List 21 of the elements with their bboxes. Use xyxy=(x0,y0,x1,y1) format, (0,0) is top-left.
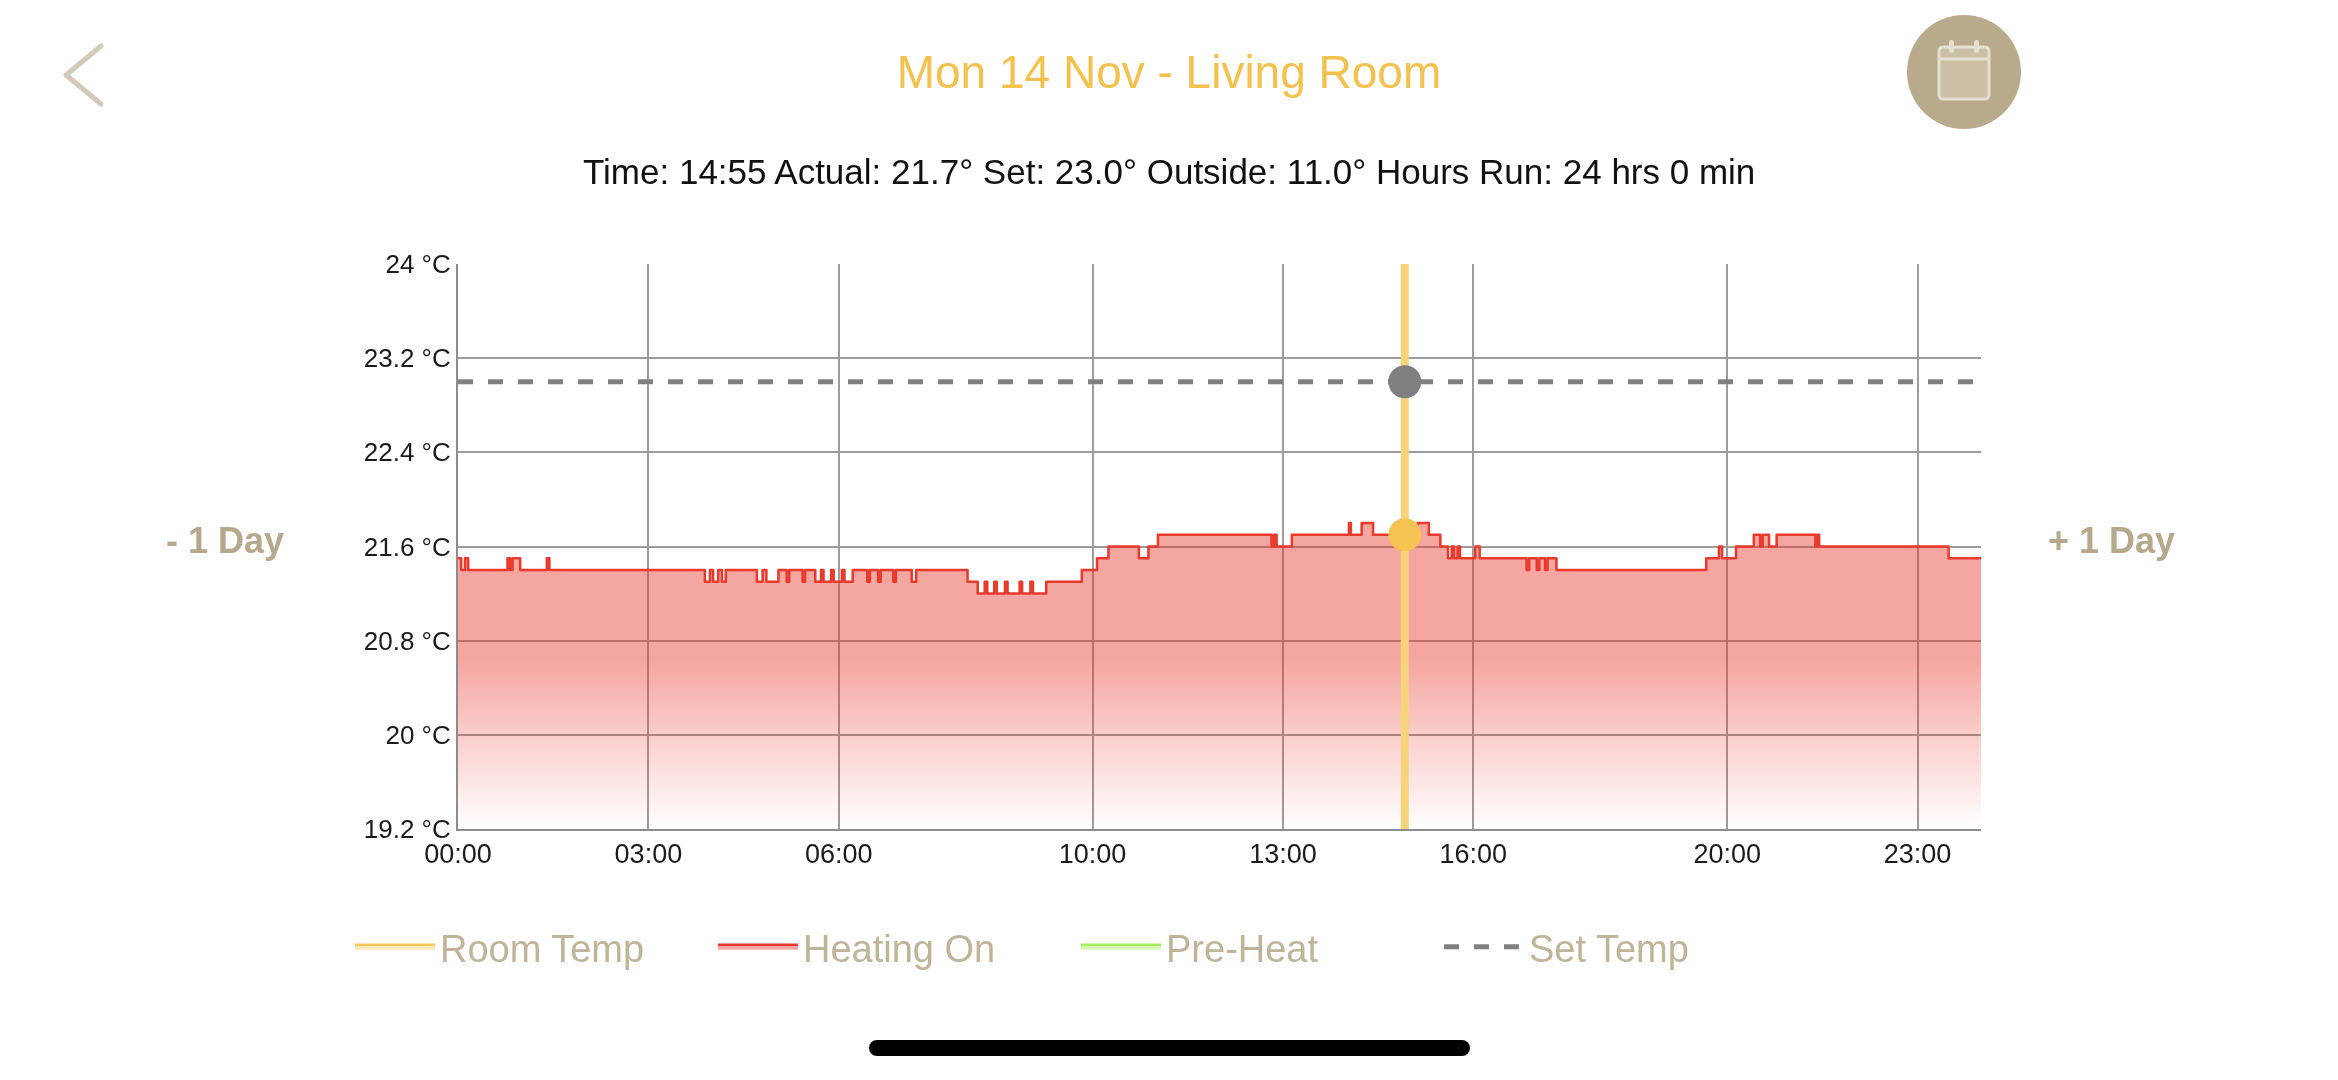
text: + 1 Day xyxy=(2048,520,2176,561)
legend-label: Set Temp xyxy=(1529,927,1689,970)
y-tick-label: 22.4 °C xyxy=(363,437,451,468)
chart-title: Mon 14 Nov - Living Room xyxy=(896,46,1442,99)
text: - 1 Day xyxy=(166,520,285,561)
legend-label: Room Temp xyxy=(440,927,645,970)
y-tick-label: 24 °C xyxy=(385,249,451,280)
y-tick-label: 20.8 °C xyxy=(363,625,451,656)
x-tick-label: 16:00 xyxy=(1439,839,1508,870)
chart-subtitle: Time: 14:55 Actual: 21.7° Set: 23.0° Outside: 11.0° Hours Run: 24 hrs 0 min xyxy=(583,152,1756,191)
x-tick-label: 23:00 xyxy=(1883,839,1952,870)
y-tick-label: 23.2 °C xyxy=(363,343,451,374)
y-tick-label: 20 °C xyxy=(385,719,451,750)
y-tick-label: 21.6 °C xyxy=(363,531,451,562)
x-tick-label: 03:00 xyxy=(614,839,683,870)
legend-label: Heating On xyxy=(803,927,996,970)
x-tick-label: 13:00 xyxy=(1249,839,1317,870)
x-tick-label: 20:00 xyxy=(1693,839,1761,870)
x-tick-label: 06:00 xyxy=(804,839,873,870)
x-tick-label: 10:00 xyxy=(1058,839,1127,870)
legend-label: Pre-Heat xyxy=(1166,927,1319,970)
